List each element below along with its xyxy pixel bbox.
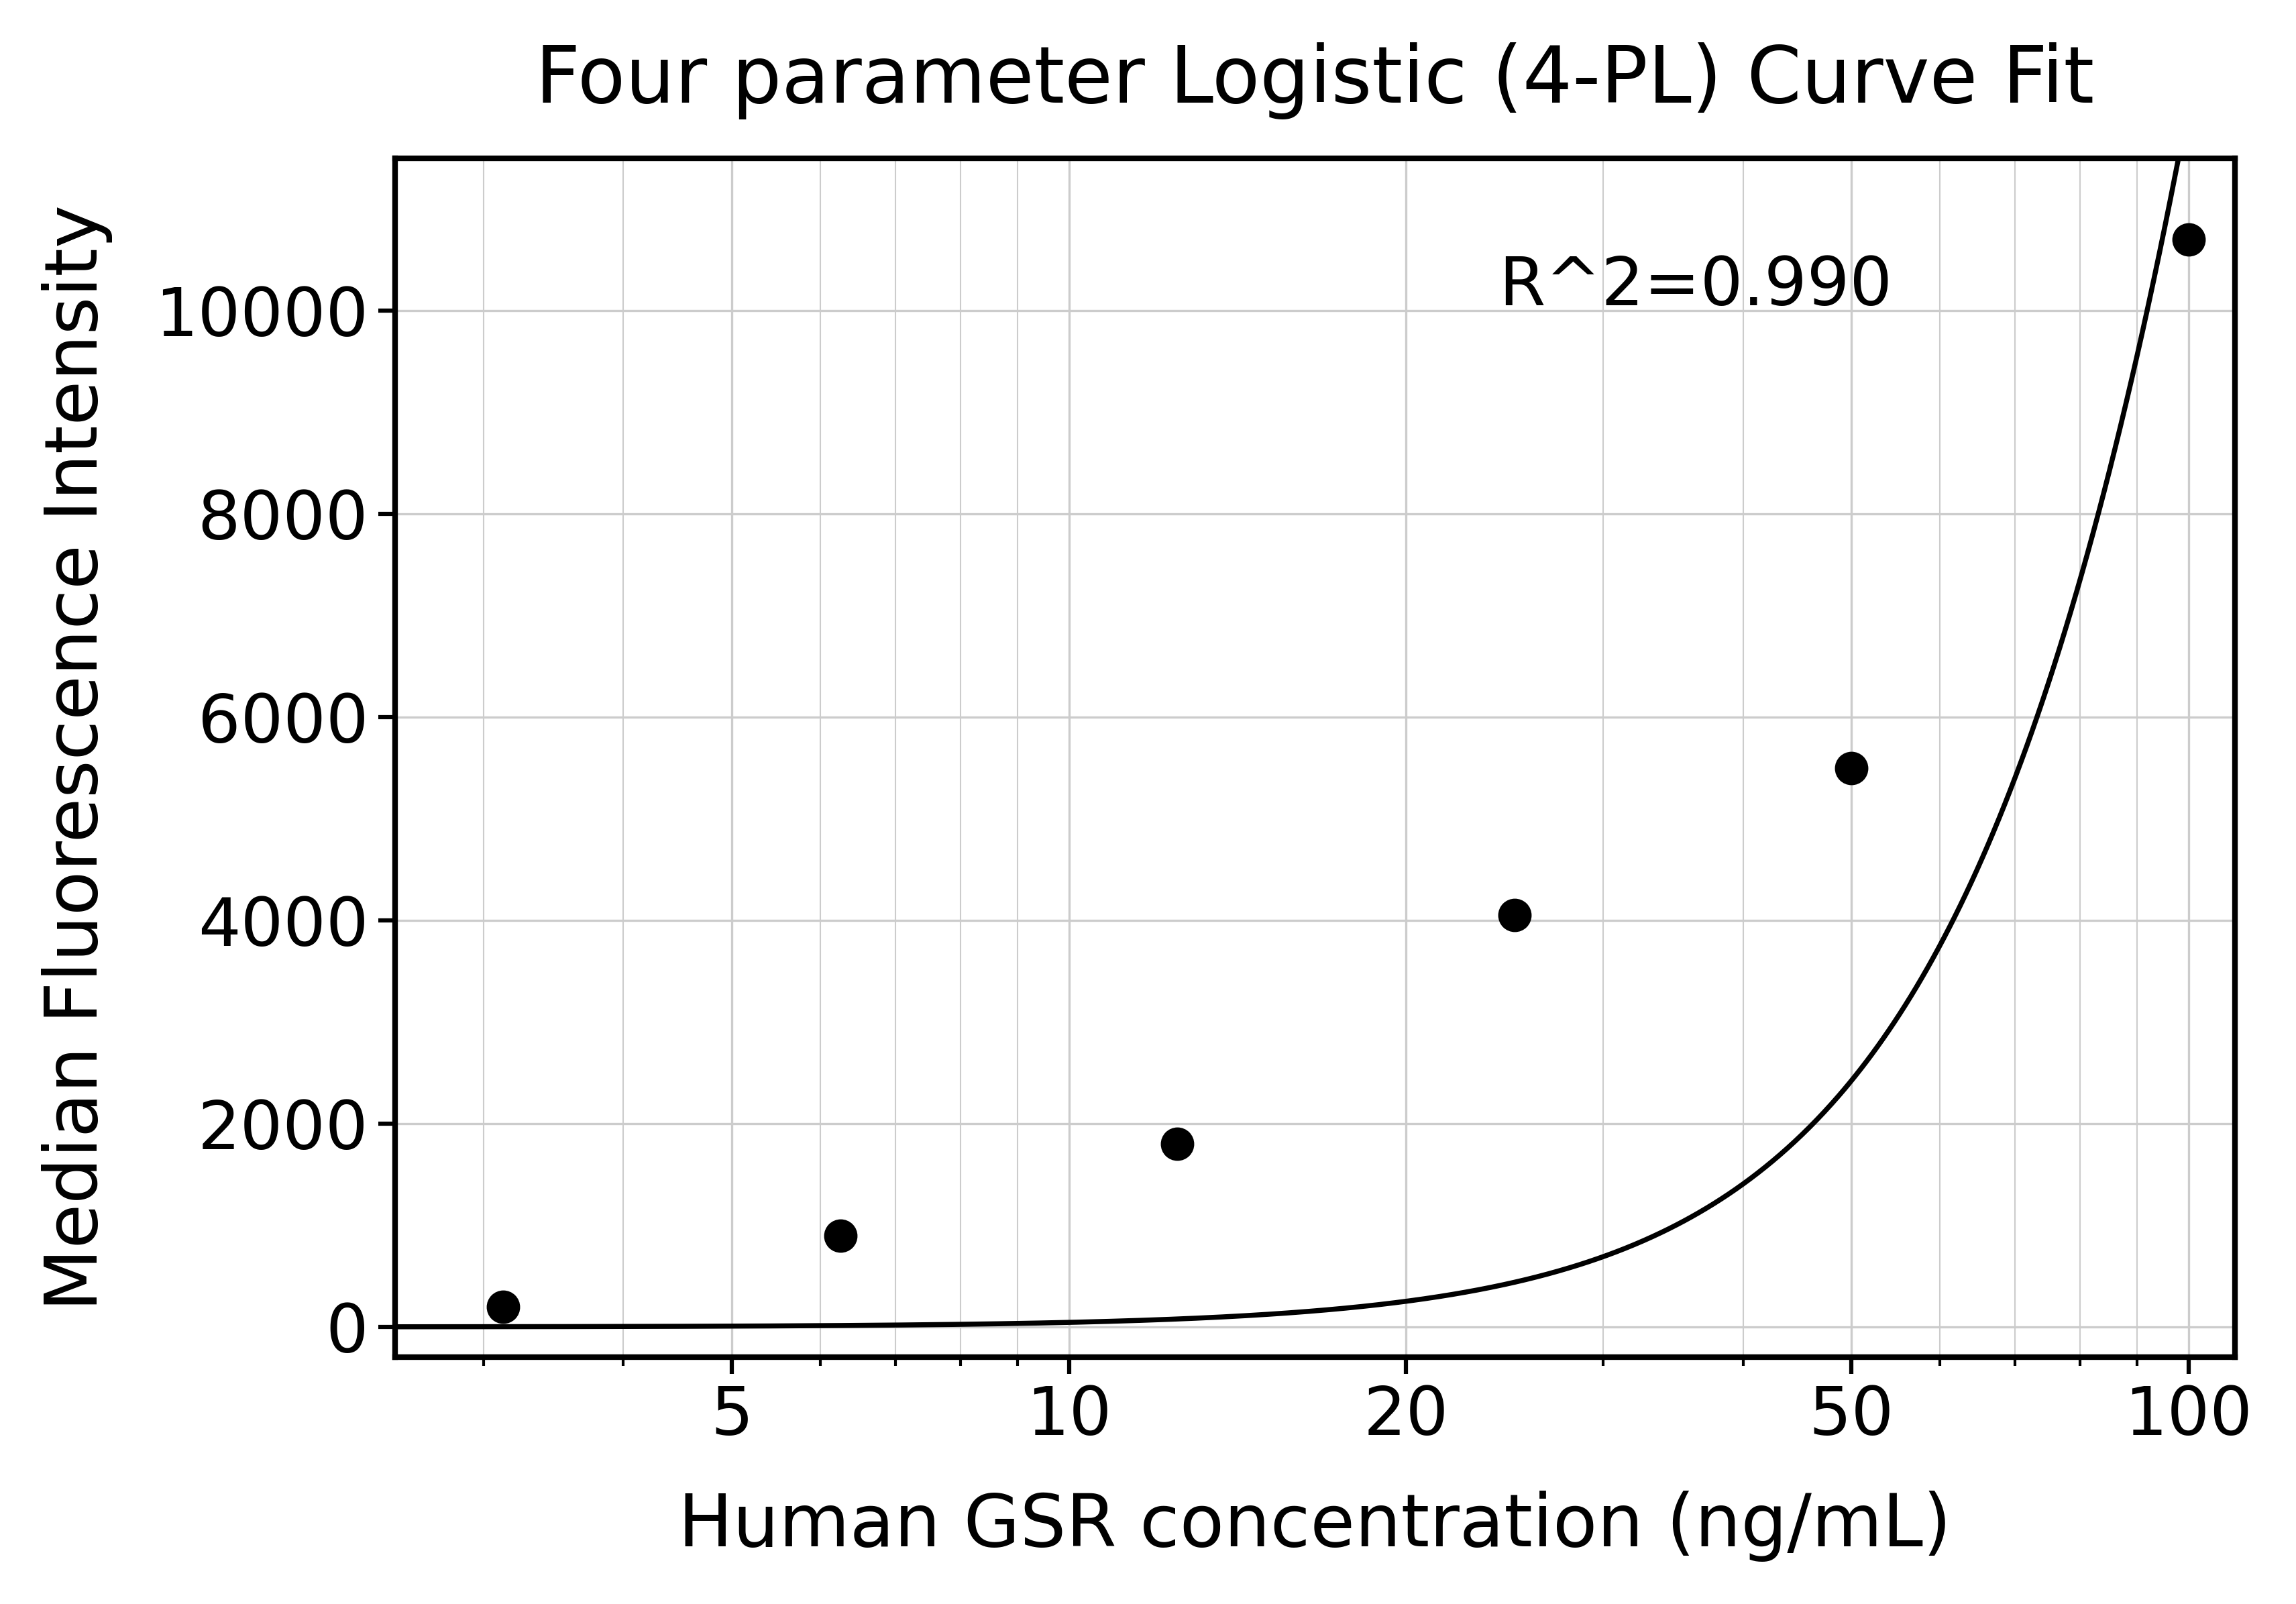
Point bbox=[822, 1222, 859, 1248]
Text: R^2=0.990: R^2=0.990 bbox=[1499, 253, 1892, 319]
Title: Four parameter Logistic (4-PL) Curve Fit: Four parameter Logistic (4-PL) Curve Fit bbox=[535, 42, 2094, 119]
Point bbox=[1832, 755, 1869, 781]
Point bbox=[484, 1294, 521, 1320]
Point bbox=[1159, 1131, 1196, 1156]
X-axis label: Human GSR concentration (ng/mL): Human GSR concentration (ng/mL) bbox=[677, 1492, 1952, 1562]
Point bbox=[2170, 226, 2206, 252]
Point bbox=[1497, 903, 1534, 929]
Y-axis label: Median Fluorescence Intensity: Median Fluorescence Intensity bbox=[41, 205, 113, 1310]
